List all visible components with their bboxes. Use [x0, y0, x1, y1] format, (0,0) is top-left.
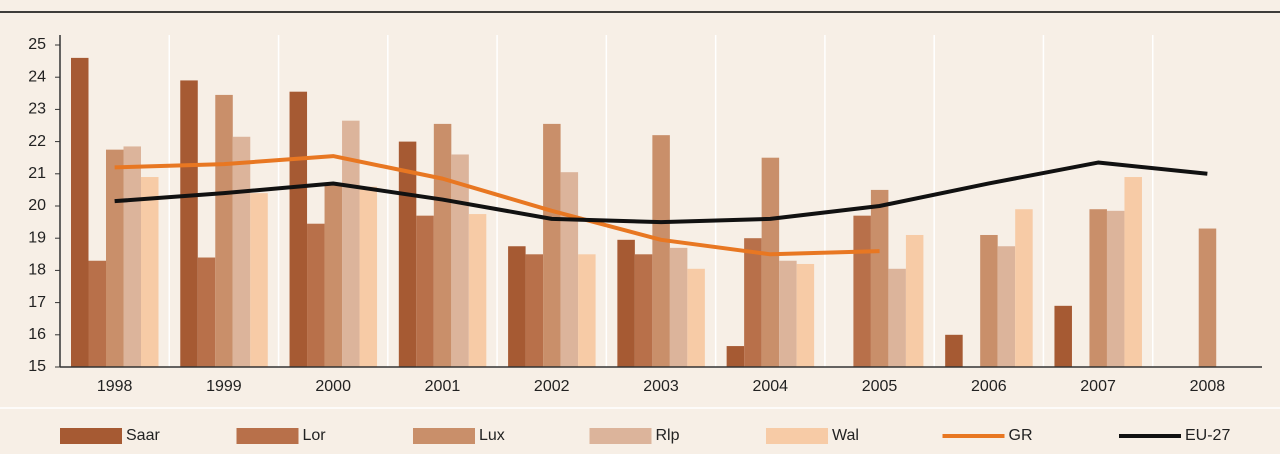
bar — [744, 238, 762, 367]
legend-swatch — [766, 428, 828, 444]
bar — [141, 177, 159, 367]
line — [114, 160, 1208, 225]
bar — [853, 215, 871, 367]
bar — [106, 149, 124, 367]
x-tick-label: 2006 — [971, 378, 1007, 395]
y-tick-label: 24 — [28, 68, 46, 85]
bar — [888, 268, 906, 367]
x-tick-label: 2007 — [1080, 378, 1116, 395]
bar — [416, 215, 434, 367]
legend-swatch — [60, 428, 122, 444]
y-tick-label: 21 — [28, 165, 46, 182]
y-tick-label: 23 — [28, 101, 46, 118]
y-tick-label: 15 — [28, 358, 46, 375]
bar — [324, 183, 343, 367]
y-tick-label: 16 — [28, 326, 46, 343]
legend-label: Rlp — [656, 427, 680, 444]
bar — [250, 193, 268, 367]
y-tick-label: 17 — [28, 294, 46, 311]
bar — [215, 94, 233, 367]
bar — [342, 120, 360, 367]
y-tick-label: 25 — [28, 36, 46, 53]
bar — [71, 57, 89, 367]
bar — [870, 189, 889, 367]
bar — [1015, 209, 1033, 367]
bar — [359, 186, 378, 367]
bar — [560, 172, 579, 367]
bar — [634, 254, 653, 367]
legend-label: Wal — [832, 427, 859, 444]
legend-swatch — [413, 428, 475, 444]
x-tick-label: 2001 — [425, 378, 461, 395]
bar — [88, 260, 106, 367]
legend-label: Saar — [126, 427, 160, 444]
x-tick-label: 2005 — [862, 378, 898, 395]
bar — [761, 157, 780, 367]
bar — [578, 254, 596, 367]
legend-swatch — [236, 428, 299, 444]
bar — [687, 268, 705, 367]
bar — [398, 141, 417, 367]
bar — [652, 135, 670, 367]
legend-label: GR — [1009, 427, 1033, 444]
bar — [1124, 177, 1142, 367]
x-tick-label: 2002 — [534, 378, 570, 395]
bar — [468, 214, 487, 367]
legend-label: EU-27 — [1185, 427, 1230, 444]
bar — [1054, 305, 1072, 367]
legend-label: Lux — [479, 427, 505, 444]
bar — [232, 136, 251, 367]
bar — [197, 257, 216, 367]
bar — [123, 146, 141, 367]
line — [114, 154, 880, 257]
y-tick-label: 18 — [28, 262, 46, 279]
x-tick-label: 2008 — [1190, 378, 1226, 395]
x-tick-label: 1998 — [97, 378, 133, 395]
bar — [1089, 209, 1107, 367]
bar — [796, 263, 815, 367]
y-tick-label: 19 — [28, 229, 46, 246]
bar — [508, 246, 526, 367]
legend-label: Lor — [303, 427, 327, 444]
bar — [617, 239, 635, 367]
bar — [543, 123, 561, 367]
x-tick-label: 2004 — [752, 378, 788, 395]
bar — [289, 91, 308, 367]
bar — [451, 154, 469, 367]
bar — [779, 260, 797, 367]
bar — [980, 234, 998, 367]
y-tick-label: 22 — [28, 133, 46, 150]
bar — [433, 123, 452, 367]
bar — [669, 247, 688, 367]
x-tick-label: 2003 — [643, 378, 679, 395]
bar — [1106, 210, 1125, 367]
bar — [905, 234, 924, 367]
bar — [307, 223, 325, 367]
bar — [525, 254, 544, 367]
legend-swatch — [589, 428, 652, 444]
y-tick-label: 20 — [28, 197, 46, 214]
bar — [726, 346, 745, 367]
bar — [180, 80, 198, 368]
bar — [997, 246, 1016, 367]
x-tick-label: 2000 — [315, 378, 351, 395]
bar — [1198, 228, 1217, 367]
x-tick-label: 1999 — [206, 378, 242, 395]
bar — [945, 334, 963, 367]
